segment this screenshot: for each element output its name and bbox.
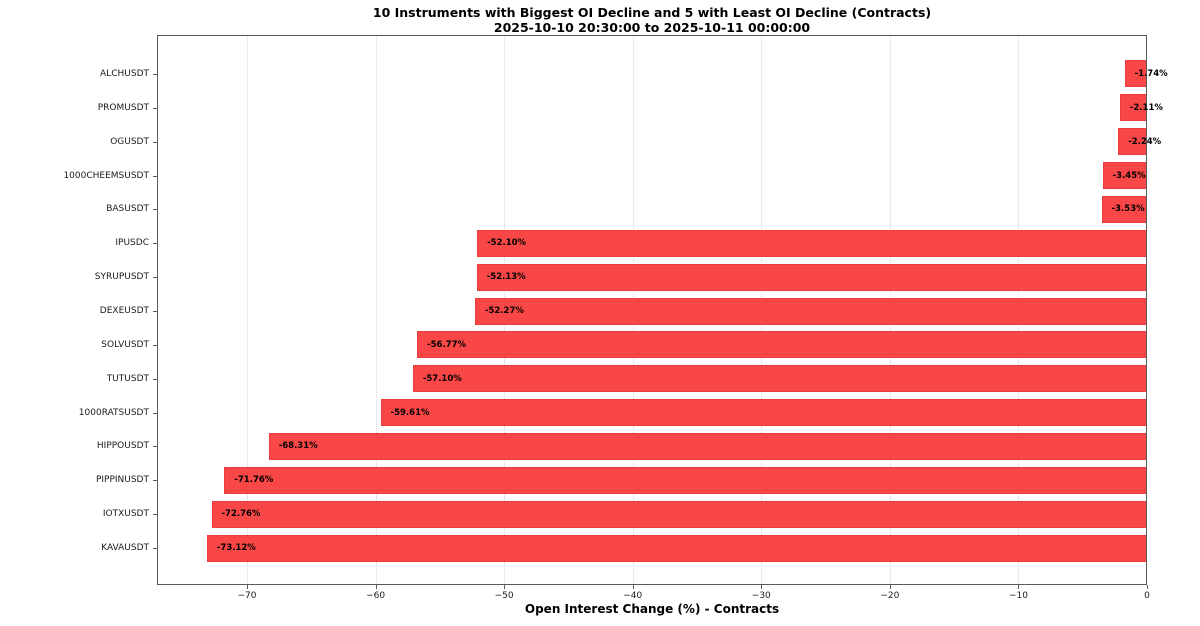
bar-1000ratsusdt	[380, 399, 1147, 427]
bar-value-label: -73.12%	[216, 543, 256, 554]
gridline	[247, 35, 248, 585]
x-tick-label: −60	[366, 591, 386, 601]
y-tick-label: OGUSDT	[110, 136, 149, 147]
x-tick-mark	[761, 585, 763, 589]
x-tick-mark	[375, 585, 377, 589]
chart-title-block: 10 Instruments with Biggest OI Decline a…	[157, 5, 1147, 35]
bar-solvusdt	[417, 331, 1147, 359]
y-tick-mark	[153, 480, 157, 482]
bar-value-label: -3.53%	[1111, 204, 1145, 215]
y-tick-mark	[153, 344, 157, 346]
y-tick-mark	[153, 548, 157, 550]
y-tick-label: IPUSDC	[115, 238, 149, 249]
x-tick-label: −40	[623, 591, 643, 601]
y-tick-mark	[153, 514, 157, 516]
plot-area: -1.74% -2.11% -2.24% -3.45% -3.53% -52.10% -52…	[157, 35, 1168, 585]
gridline	[375, 35, 377, 585]
bar-value-label: -2.11%	[1129, 102, 1163, 113]
x-axis-label: Open Interest Change (%) - Contracts	[524, 602, 780, 616]
bar-value-label: -52.10%	[487, 238, 527, 249]
bar-value-label: -57.10%	[422, 373, 462, 384]
y-tick-label: KAVAUSDT	[101, 543, 149, 554]
y-tick-label: 1000RATSUSDT	[78, 407, 149, 418]
bar-dexeusdt	[474, 297, 1147, 325]
y-tick-mark	[153, 175, 157, 177]
bar-value-label: -52.27%	[484, 306, 524, 316]
bar-1000cheemsusdt	[1102, 162, 1147, 190]
x-tick-mark	[247, 585, 248, 589]
x-tick-mark	[1018, 585, 1020, 589]
y-tick-label: ALCHUSDT	[100, 68, 149, 79]
x-tick-label: −30	[751, 591, 771, 601]
y-tick-label: DEXEUSDT	[99, 306, 149, 316]
x-tick-mark	[632, 585, 634, 589]
bar-kavausdt	[206, 534, 1147, 562]
y-tick-label: BASUSDT	[106, 204, 149, 215]
y-tick-mark	[153, 209, 157, 211]
bar-value-label: -71.76%	[234, 475, 274, 486]
y-tick-mark	[153, 311, 157, 312]
chart-title: 10 Instruments with Biggest OI Decline a…	[372, 5, 932, 20]
y-tick-mark	[153, 243, 157, 245]
y-tick-label: PIPPINUSDT	[95, 475, 149, 486]
y-tick-mark	[153, 107, 157, 109]
x-tick-mark	[889, 585, 891, 589]
x-tick-label: −20	[880, 591, 900, 601]
y-tick-label: 1000CHEEMSUSDT	[63, 170, 149, 181]
y-tick-mark	[153, 378, 157, 380]
y-tick-label: PROMUSDT	[97, 102, 149, 113]
y-tick-label: SOLVUSDT	[101, 339, 149, 350]
y-tick-mark	[153, 277, 157, 279]
bar-value-label: -2.24%	[1128, 136, 1162, 147]
bar-value-label: -1.74%	[1134, 68, 1168, 79]
bar-value-label: -72.76%	[221, 509, 261, 520]
bar-value-label: -59.61%	[390, 407, 430, 418]
x-tick-label: 0	[1144, 591, 1150, 601]
bar-value-label: -56.77%	[427, 339, 467, 350]
chart-subtitle: 2025-10-10 20:30:00 to 2025-10-11 00:00:…	[493, 19, 811, 35]
bar-iotxusdt	[211, 500, 1147, 528]
x-tick-label: −70	[237, 591, 257, 601]
y-tick-mark	[153, 446, 157, 448]
y-tick-label: SYRUPUSDT	[94, 272, 149, 283]
bar-hippousdt	[268, 432, 1147, 460]
bar-value-label: -52.13%	[486, 272, 526, 283]
y-tick-label: TUTUSDT	[106, 373, 149, 384]
y-tick-mark	[153, 141, 157, 143]
y-tick-label: IOTXUSDT	[102, 509, 149, 520]
y-tick-mark	[153, 412, 157, 414]
y-tick-label: HIPPOUSDT	[96, 441, 149, 452]
bar-value-label: -68.31%	[278, 441, 318, 452]
y-tick-mark	[153, 73, 157, 75]
x-tick-label: −50	[494, 591, 514, 601]
bar-ipusdc	[477, 229, 1147, 257]
bar-value-label: -3.45%	[1112, 170, 1146, 181]
bar-tutusdt	[412, 365, 1147, 393]
x-tick-label: −10	[1008, 591, 1028, 601]
x-tick-mark	[504, 585, 506, 589]
bar-syrupusdt	[476, 263, 1147, 291]
bar-pippinusdt	[224, 466, 1147, 494]
x-tick-mark	[1147, 585, 1148, 589]
bar-promusdt	[1119, 94, 1147, 122]
